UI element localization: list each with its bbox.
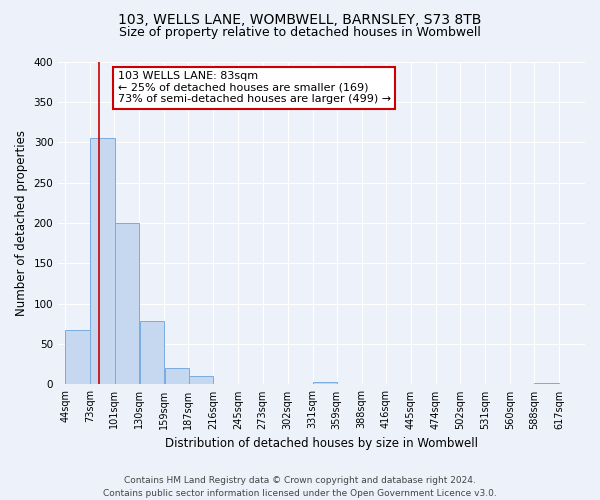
Bar — [313, 382, 337, 384]
Bar — [115, 223, 139, 384]
Text: 103 WELLS LANE: 83sqm
← 25% of detached houses are smaller (169)
73% of semi-det: 103 WELLS LANE: 83sqm ← 25% of detached … — [118, 71, 391, 104]
Bar — [164, 368, 189, 384]
X-axis label: Distribution of detached houses by size in Wombwell: Distribution of detached houses by size … — [165, 437, 478, 450]
Bar — [535, 383, 559, 384]
Y-axis label: Number of detached properties: Number of detached properties — [15, 130, 28, 316]
Bar — [140, 322, 164, 384]
Text: Size of property relative to detached houses in Wombwell: Size of property relative to detached ho… — [119, 26, 481, 39]
Bar — [65, 330, 90, 384]
Text: Contains HM Land Registry data © Crown copyright and database right 2024.
Contai: Contains HM Land Registry data © Crown c… — [103, 476, 497, 498]
Text: 103, WELLS LANE, WOMBWELL, BARNSLEY, S73 8TB: 103, WELLS LANE, WOMBWELL, BARNSLEY, S73… — [118, 12, 482, 26]
Bar — [91, 138, 115, 384]
Bar — [189, 376, 213, 384]
